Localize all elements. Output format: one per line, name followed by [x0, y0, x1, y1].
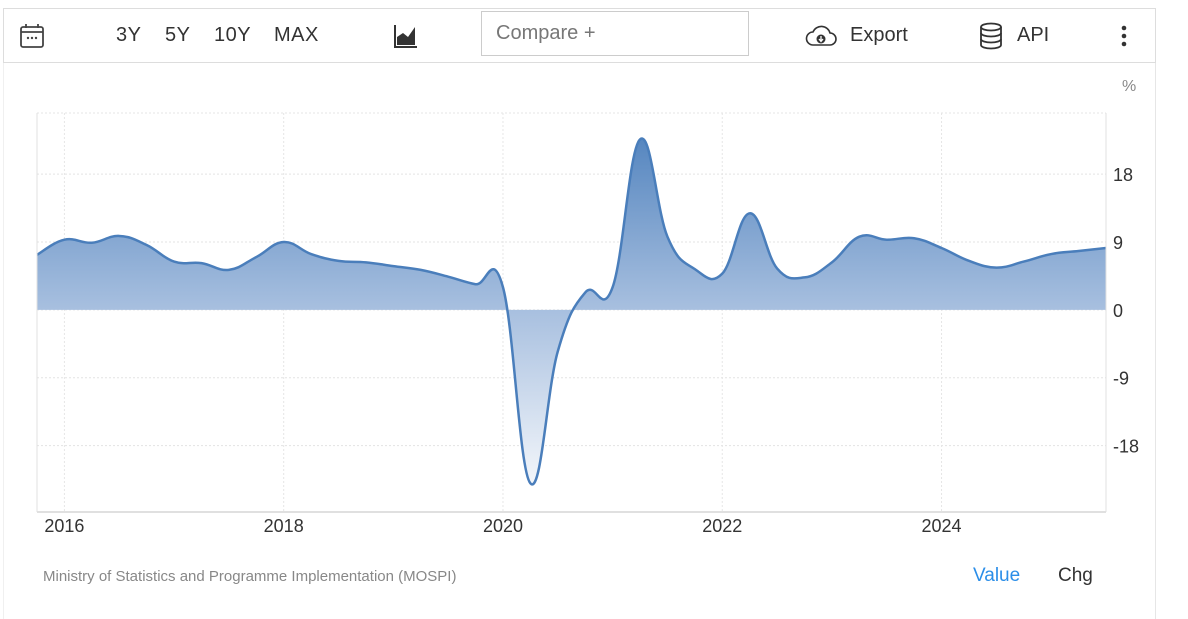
cloud-download-icon	[805, 25, 837, 46]
gdp-growth-area-chart: 18 9 0 -9 -18 2016 2018 2020 2022 2024	[36, 112, 1139, 536]
range-max-button[interactable]: MAX	[274, 24, 319, 46]
export-button[interactable]: Export	[804, 9, 908, 62]
compare-input[interactable]	[481, 11, 749, 56]
range-10y-button[interactable]: 10Y	[214, 24, 252, 46]
calendar-button[interactable]	[18, 9, 46, 62]
source-label: Ministry of Statistics and Programme Imp…	[43, 568, 457, 585]
x-tick-label: 2020	[483, 516, 523, 536]
chart-widget	[3, 8, 1156, 619]
api-label: API	[1017, 24, 1050, 46]
chart-toolbar: 3Y 5Y 10Y MAX Export API	[3, 8, 1156, 63]
export-label: Export	[850, 24, 908, 46]
value-toggle[interactable]: Value	[973, 565, 1021, 586]
range-5y-button[interactable]: 5Y	[165, 24, 191, 46]
y-tick-label: 18	[1113, 165, 1133, 185]
x-tick-label: 2016	[44, 516, 84, 536]
area-chart-icon	[394, 24, 417, 48]
database-icon	[980, 22, 1002, 49]
calendar-icon	[20, 23, 44, 48]
series-line	[36, 137, 1107, 486]
chart-type-button[interactable]	[393, 9, 419, 62]
x-tick-label: 2024	[922, 516, 962, 536]
y-tick-label: -9	[1113, 369, 1129, 389]
more-options-button[interactable]	[1119, 9, 1129, 62]
x-tick-label: 2018	[264, 516, 304, 536]
unit-label: %	[1122, 78, 1137, 95]
x-tick-label: 2022	[702, 516, 742, 536]
api-button[interactable]: API	[979, 9, 1049, 62]
y-tick-label: 0	[1113, 301, 1123, 321]
y-tick-label: -18	[1113, 437, 1139, 457]
y-tick-label: 9	[1113, 233, 1123, 253]
more-vertical-icon	[1121, 25, 1127, 46]
range-3y-button[interactable]: 3Y	[116, 24, 142, 46]
chg-toggle[interactable]: Chg	[1058, 565, 1093, 586]
